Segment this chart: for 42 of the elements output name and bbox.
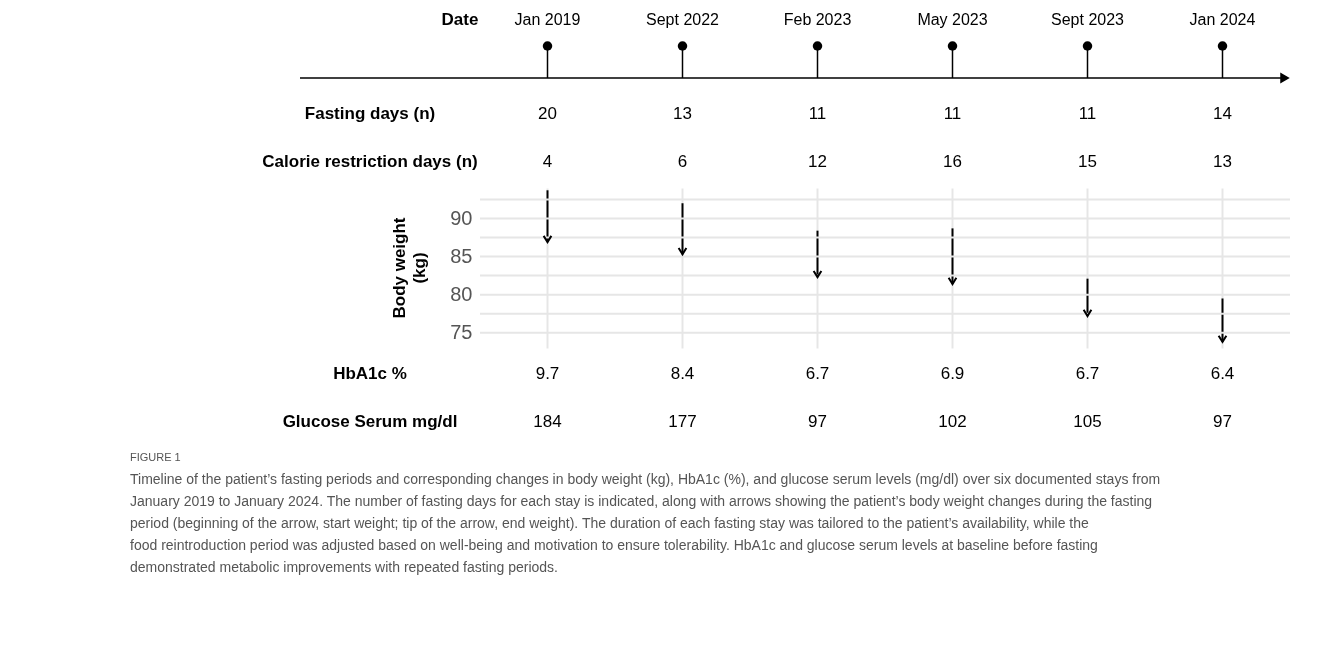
category-label: Sept 2023 [1051,11,1125,28]
data-label: 9.7 [535,364,560,383]
category-label: Sept 2022 [646,11,720,28]
data-label: 6.7 [1075,364,1100,383]
data-label: 14 [1213,104,1232,123]
caption: FIGURE 1 [130,451,181,463]
y-tick-label: 80 [450,283,473,306]
data-label: 15 [1078,152,1097,171]
text: Fasting days (n) [304,104,436,123]
data-label: 97 [1213,412,1232,431]
data-label: 16 [943,152,962,171]
data-label: 6.9 [940,364,965,383]
y-axis-title: Body weight (kg) [390,217,429,319]
data-label: 11 [943,104,962,123]
category-label: Jan 2019 [514,11,581,28]
text: Timeline of the patient’s fasting periods and corresponding changes in body weight (kg), HbA1c (%), and glucose serum levels (mg/dl) over six documented stays from January 2019 to January 2024. The number of fasting days for each stay is indicated, along with arrows showing the patient’s body weight changes during the fasting period (beginning of the arrow, start weight; tip of the arrow, end weight). The duration of each fasting stay was tailored to the patient’s availability, while the food reintroduction period was adjusted based on well-being and motivation to ensure tolerability. HbA1c and glucose serum levels at baseline before fasting demonstrated metabolic improvements with repeated fasting periods. [130,471,1161,575]
y-tick-label: 85 [450,245,473,268]
data-label: 11 [1078,104,1097,123]
data-label: 4 [542,152,553,171]
data-label: 105 [1073,412,1102,431]
data-label: 13 [1213,152,1232,171]
data-label: 6 [677,152,688,171]
data-label: 177 [668,412,697,431]
y-tick-label: 90 [450,206,473,229]
text: Glucose Serum mg/dl [282,412,458,431]
text: Calorie restriction days (n) [262,152,478,171]
y-tick-label: 75 [450,321,473,344]
data-label: 6.7 [805,364,830,383]
text: Date [441,10,479,29]
data-label: 8.4 [670,364,695,383]
category-label: May 2023 [917,11,988,28]
data-label: 6.4 [1210,364,1235,383]
data-label: 102 [938,412,967,431]
text: HbA1c % [333,364,407,383]
category-label: Feb 2023 [783,11,852,28]
data-label: 184 [533,412,562,431]
data-label: 97 [808,412,827,431]
category-label: Jan 2024 [1189,11,1256,28]
data-label: 20 [538,104,557,123]
data-label: 11 [808,104,827,123]
data-label: 12 [808,152,827,171]
data-label: 13 [673,104,692,123]
